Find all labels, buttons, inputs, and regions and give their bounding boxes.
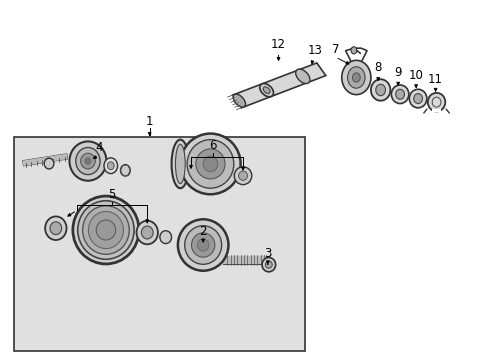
Ellipse shape (375, 84, 385, 96)
Ellipse shape (263, 87, 269, 94)
Text: 11: 11 (427, 73, 442, 86)
Text: 4: 4 (95, 141, 102, 154)
Text: 9: 9 (394, 66, 401, 79)
Ellipse shape (44, 158, 54, 169)
Ellipse shape (160, 231, 171, 244)
Ellipse shape (413, 94, 422, 104)
Ellipse shape (295, 69, 309, 84)
Ellipse shape (341, 60, 370, 95)
Text: 3: 3 (264, 247, 271, 260)
Ellipse shape (184, 226, 221, 264)
Ellipse shape (259, 84, 273, 97)
Ellipse shape (390, 85, 408, 104)
Ellipse shape (104, 158, 117, 174)
Text: 6: 6 (209, 139, 216, 152)
Ellipse shape (352, 73, 360, 82)
Ellipse shape (107, 162, 114, 170)
Ellipse shape (88, 211, 123, 249)
Ellipse shape (262, 257, 275, 272)
Ellipse shape (69, 141, 106, 181)
Ellipse shape (370, 79, 389, 101)
Ellipse shape (141, 226, 153, 239)
Ellipse shape (408, 89, 426, 108)
Ellipse shape (136, 221, 158, 244)
Text: 2: 2 (199, 225, 206, 238)
Ellipse shape (45, 216, 66, 240)
Ellipse shape (197, 239, 208, 251)
Ellipse shape (187, 140, 233, 188)
Ellipse shape (233, 94, 245, 107)
Ellipse shape (203, 156, 217, 172)
Ellipse shape (234, 167, 251, 185)
Text: 12: 12 (270, 39, 285, 51)
Ellipse shape (427, 93, 445, 111)
Bar (431, 109, 441, 112)
Ellipse shape (175, 144, 185, 184)
Ellipse shape (178, 219, 228, 271)
Polygon shape (232, 63, 325, 108)
Ellipse shape (78, 201, 134, 259)
Ellipse shape (120, 165, 130, 176)
Text: 1: 1 (145, 115, 153, 128)
Text: 5: 5 (108, 188, 116, 202)
Ellipse shape (73, 196, 139, 264)
Ellipse shape (81, 153, 95, 169)
Ellipse shape (350, 47, 356, 54)
Ellipse shape (96, 220, 116, 240)
Ellipse shape (180, 134, 240, 194)
Ellipse shape (76, 148, 100, 175)
Ellipse shape (265, 261, 272, 268)
Text: 10: 10 (408, 69, 423, 82)
Ellipse shape (238, 171, 247, 180)
Text: 7: 7 (331, 43, 339, 56)
Text: 13: 13 (307, 45, 322, 58)
Ellipse shape (82, 206, 129, 254)
Ellipse shape (395, 89, 404, 99)
Text: 8: 8 (374, 61, 381, 74)
Ellipse shape (171, 140, 189, 188)
Bar (14, 137, 305, 351)
Ellipse shape (191, 233, 214, 257)
Ellipse shape (196, 149, 224, 179)
Ellipse shape (85, 158, 91, 164)
Ellipse shape (347, 67, 365, 88)
Ellipse shape (50, 222, 61, 235)
